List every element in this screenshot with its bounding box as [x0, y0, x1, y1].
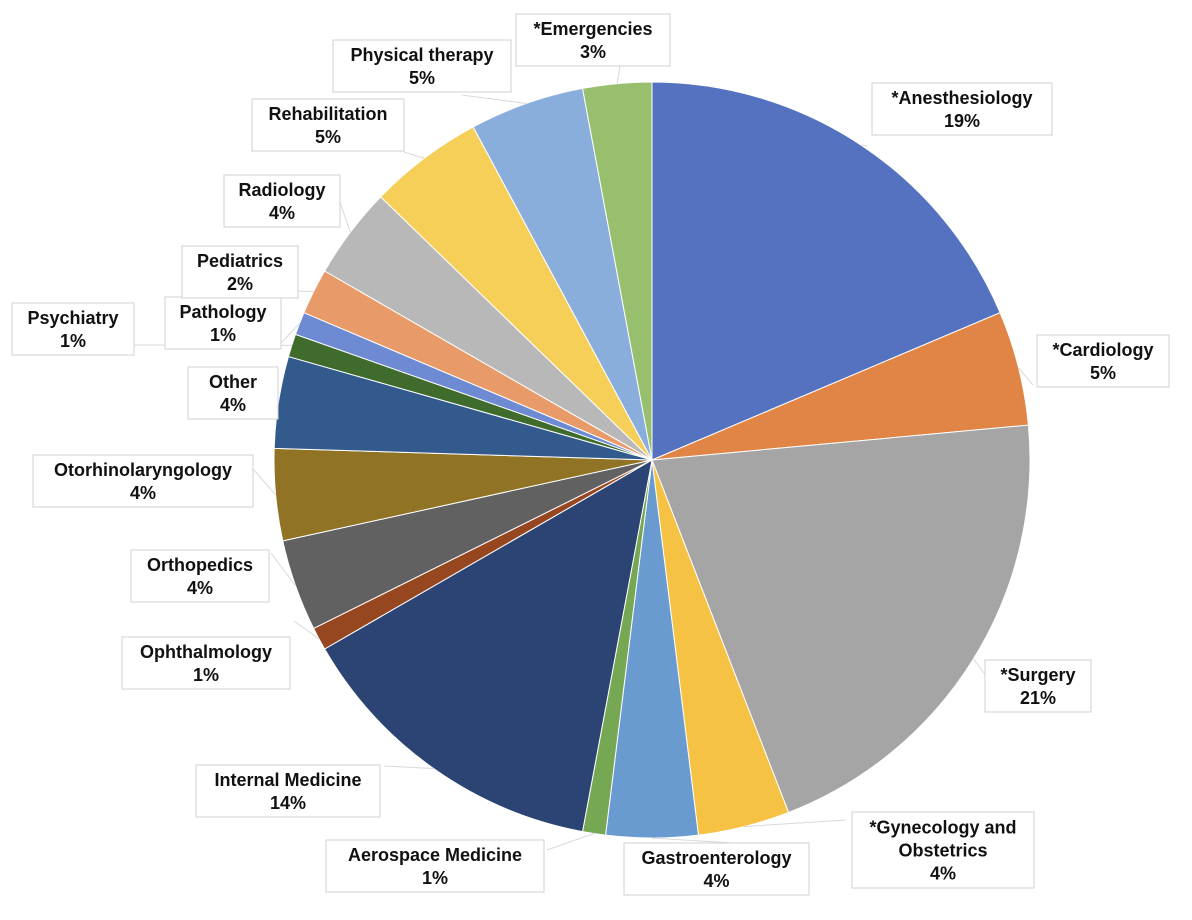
leader-line	[744, 819, 847, 828]
data-label-category: Physical therapy	[350, 45, 493, 65]
data-label: Ophthalmology 1%	[121, 636, 291, 690]
data-label: Orthopedics 4%	[130, 549, 270, 603]
data-label-category: *Surgery	[1000, 665, 1075, 685]
data-label-category: Rehabilitation	[268, 104, 387, 124]
data-label-category: Ophthalmology	[140, 642, 272, 662]
data-label: Psychiatry 1%	[11, 302, 135, 356]
data-label-box	[1036, 334, 1170, 388]
data-label-box	[515, 13, 671, 67]
data-label-category: *Anesthesiology	[891, 88, 1032, 108]
data-label-category: Radiology	[238, 180, 325, 200]
data-label-percent: 1%	[210, 325, 236, 345]
leader-line	[860, 144, 868, 147]
data-label: Rehabilitation 5%	[251, 98, 405, 152]
data-label-percent: 4%	[130, 483, 156, 503]
data-label-category: Gastroenterology	[641, 848, 791, 868]
data-label-percent: 4%	[187, 578, 213, 598]
data-label: *Surgery 21%	[984, 659, 1092, 713]
data-label: Internal Medicine 14%	[195, 764, 381, 818]
data-label: Physical therapy 5%	[332, 39, 512, 93]
data-label-percent: 5%	[409, 68, 435, 88]
data-label-category: Other	[209, 372, 257, 392]
data-label-box	[223, 174, 341, 228]
data-label-box	[195, 764, 381, 818]
data-label: *Cardiology 5%	[1036, 334, 1170, 388]
data-label-percent: 19%	[944, 111, 980, 131]
pie-slices	[273, 81, 1031, 839]
data-label-box	[851, 811, 1035, 889]
data-label-box	[121, 636, 291, 690]
pie-slice	[323, 459, 653, 833]
data-label-percent: 1%	[422, 868, 448, 888]
data-label-box	[181, 245, 299, 299]
pie-slice	[651, 424, 1031, 814]
data-label-category: Aerospace Medicine	[348, 845, 522, 865]
data-label-box	[130, 549, 270, 603]
data-label-box	[251, 98, 405, 152]
data-label-percent: 2%	[227, 274, 253, 294]
data-label: *Emergencies 3%	[515, 13, 671, 67]
leader-line	[616, 65, 621, 84]
data-label-box	[871, 82, 1053, 136]
data-label-percent: 4%	[703, 871, 729, 891]
leader-line	[278, 323, 300, 346]
leader-line	[252, 468, 276, 496]
data-label-category: Obstetrics	[898, 841, 987, 861]
data-label-box	[32, 454, 254, 508]
data-label-percent: 4%	[930, 864, 956, 884]
leader-line	[546, 833, 595, 851]
data-labels: *Anesthesiology 19% *Cardiology 5% *Surgery 2…	[11, 13, 1170, 896]
data-label-category: Pediatrics	[197, 251, 283, 271]
data-label: Other 4%	[187, 366, 279, 420]
data-label-category: *Cardiology	[1052, 340, 1153, 360]
data-label-box	[164, 296, 282, 350]
data-label-box	[11, 302, 135, 356]
pie-slice	[581, 81, 653, 461]
data-label-percent: 4%	[220, 395, 246, 415]
data-label-category: Psychiatry	[27, 308, 118, 328]
data-label-box	[187, 366, 279, 420]
data-label-category: Internal Medicine	[214, 770, 361, 790]
data-label: Otorhinolaryngology 4%	[32, 454, 254, 508]
leader-line	[651, 837, 734, 844]
data-label-category: *Emergencies	[533, 19, 652, 39]
data-label-category: Otorhinolaryngology	[54, 460, 232, 480]
leader-line	[461, 94, 527, 104]
data-label: *Gynecology and Obstetrics 4%	[851, 811, 1035, 889]
data-label-percent: 14%	[270, 793, 306, 813]
data-label-category: Pathology	[179, 302, 266, 322]
leader-line	[383, 765, 434, 770]
data-label: *Anesthesiology 19%	[871, 82, 1053, 136]
leader-line	[270, 552, 296, 586]
data-label-percent: 3%	[580, 42, 606, 62]
pie-slice	[651, 81, 1001, 461]
data-label-percent: 21%	[1020, 688, 1056, 708]
leader-line	[1018, 367, 1034, 386]
leader-line	[293, 620, 320, 640]
data-label: Radiology 4%	[223, 174, 341, 228]
data-label-box	[332, 39, 512, 93]
data-label: Pathology 1%	[164, 296, 282, 350]
data-label-percent: 1%	[60, 331, 86, 351]
data-label-percent: 1%	[193, 665, 219, 685]
leader-line	[403, 151, 425, 159]
data-label-category: *Gynecology and	[869, 818, 1016, 838]
data-label-box	[623, 842, 810, 896]
data-label-category: Orthopedics	[147, 555, 253, 575]
data-label-box	[984, 659, 1092, 713]
data-label-box	[325, 839, 545, 893]
data-label: Gastroenterology 4%	[623, 842, 810, 896]
data-label: Pediatrics 2%	[181, 245, 299, 299]
data-label-percent: 4%	[269, 203, 295, 223]
data-label-percent: 5%	[1090, 363, 1116, 383]
data-label-percent: 5%	[315, 127, 341, 147]
data-label: Aerospace Medicine 1%	[325, 839, 545, 893]
